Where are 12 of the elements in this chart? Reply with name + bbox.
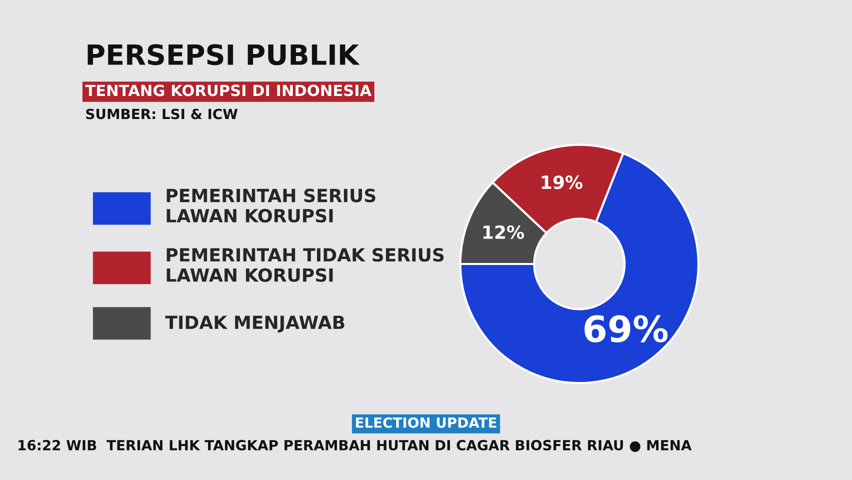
text: SUMBER: LSI & ICW (86, 108, 238, 120)
legend-label: TIDAK MENJAWAB (165, 316, 344, 333)
chart-title: PERSEPSI PUBLIK (88, 44, 360, 66)
legend-label: PEMERINTAH SERIUS LAWAN KORUPSI (166, 188, 376, 223)
data-label: 12% (483, 225, 524, 239)
text: TERIAN LHK TANGKAP PERAMBAH HUTAN DI CAGAR BIOSFER RIAU ● MENA (106, 440, 692, 452)
data-label: 69% (584, 315, 668, 342)
chart-subtitle: TENTANG KORUPSI DI INDONESIA (85, 84, 372, 96)
text: ELECTION UPDATE (356, 417, 496, 428)
legend-label: PEMERINTAH TIDAK SERIUS LAWAN KORUPSI (166, 248, 444, 282)
text: 16:22 WIB (18, 440, 96, 450)
data-label: 19% (542, 175, 582, 190)
